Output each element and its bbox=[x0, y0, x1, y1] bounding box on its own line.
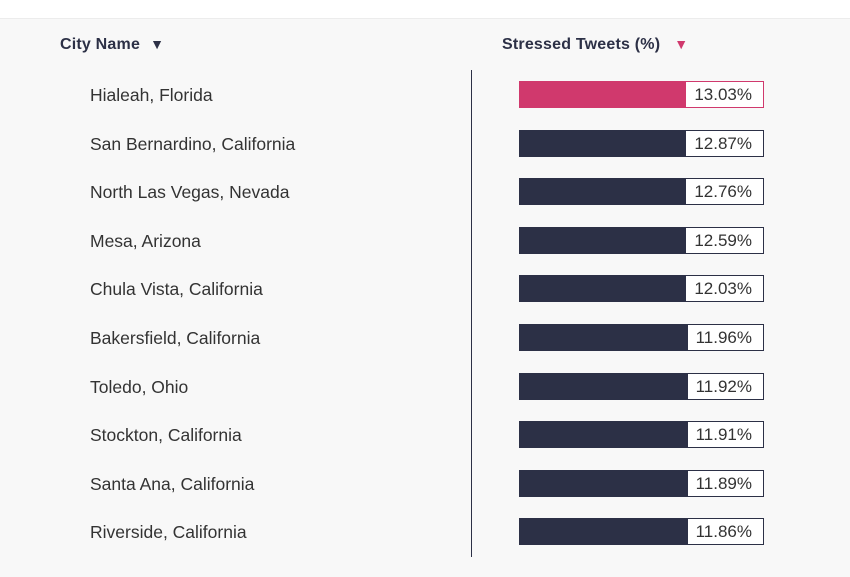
bar-track: 11.91% bbox=[519, 421, 764, 449]
table-row: Toledo, Ohio 11.92% bbox=[0, 372, 850, 403]
bar-track: 11.92% bbox=[519, 372, 764, 400]
bar-track: 12.03% bbox=[519, 275, 764, 303]
bar-track: 13.03% bbox=[519, 81, 764, 108]
table-row: San Bernardino, California 12.87% bbox=[0, 129, 850, 160]
table-row: Chula Vista, California 12.03% bbox=[0, 275, 850, 305]
city-name: North Las Vegas, Nevada bbox=[90, 182, 290, 203]
table-row: Riverside, California 11.86% bbox=[0, 518, 850, 548]
bar-value-label: 11.96% bbox=[687, 325, 763, 350]
city-name: Riverside, California bbox=[90, 522, 247, 543]
table-row: Stockton, California 11.91% bbox=[0, 421, 850, 451]
bar-value-label: 11.86% bbox=[687, 519, 763, 545]
city-name: Toledo, Ohio bbox=[90, 376, 189, 397]
top-strip bbox=[0, 0, 850, 19]
table-row: Bakersfield, California 11.96% bbox=[0, 324, 850, 354]
bar-value-label: 11.91% bbox=[687, 422, 763, 448]
bar-track: 12.59% bbox=[519, 226, 764, 254]
city-name-header[interactable]: City Name ▼ bbox=[60, 36, 164, 54]
bar-track: 12.76% bbox=[519, 178, 764, 206]
bar-value-label: 12.59% bbox=[686, 227, 763, 253]
city-name: Bakersfield, California bbox=[90, 328, 261, 348]
bar-value-label: 13.03% bbox=[686, 82, 763, 107]
table-row: Hialeah, Florida 13.03% bbox=[0, 81, 850, 111]
bar-value-label: 12.76% bbox=[686, 179, 763, 205]
stressed-tweets-header-label: Stressed Tweets (%) bbox=[502, 36, 661, 53]
city-name: Santa Ana, California bbox=[90, 473, 255, 494]
table-row: Santa Ana, California 11.89% bbox=[0, 469, 850, 500]
bar-value-label: 11.89% bbox=[687, 470, 763, 496]
stressed-tweets-header[interactable]: Stressed Tweets (%) ▼ bbox=[502, 36, 688, 54]
table-row: Mesa, Arizona 12.59% bbox=[0, 226, 850, 257]
city-name: Hialeah, Florida bbox=[90, 85, 213, 105]
city-name: Chula Vista, California bbox=[90, 279, 263, 300]
bar-track: 12.87% bbox=[519, 129, 764, 157]
city-name: Stockton, California bbox=[90, 425, 242, 446]
sort-down-icon[interactable]: ▼ bbox=[150, 36, 165, 52]
table-row: North Las Vegas, Nevada 12.76% bbox=[0, 178, 850, 208]
bar-track: 11.96% bbox=[519, 324, 764, 351]
sort-active-down-icon[interactable]: ▼ bbox=[674, 36, 689, 52]
bar-value-label: 12.87% bbox=[686, 130, 763, 156]
bar-value-label: 12.03% bbox=[686, 276, 763, 302]
bar-track: 11.89% bbox=[519, 469, 764, 497]
city-name: Mesa, Arizona bbox=[90, 230, 201, 251]
city-name-header-label: City Name bbox=[60, 36, 141, 53]
bar-track: 11.86% bbox=[519, 518, 764, 546]
column-divider bbox=[471, 70, 472, 557]
city-name: San Bernardino, California bbox=[90, 133, 296, 154]
bar-value-label: 11.92% bbox=[687, 373, 763, 399]
